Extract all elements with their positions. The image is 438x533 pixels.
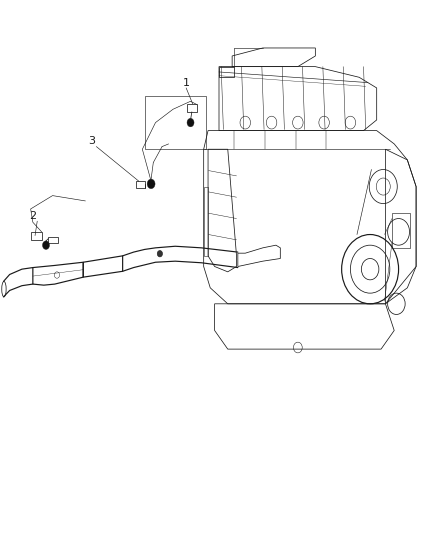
Bar	[31, 232, 42, 240]
Circle shape	[147, 179, 155, 189]
Bar	[187, 104, 197, 112]
Text: 3: 3	[88, 136, 95, 146]
Circle shape	[42, 241, 49, 249]
Text: 2: 2	[29, 211, 36, 221]
Bar	[136, 181, 145, 188]
Circle shape	[157, 251, 162, 257]
Text: 1: 1	[183, 78, 190, 87]
Circle shape	[187, 118, 194, 127]
Bar	[48, 237, 58, 243]
